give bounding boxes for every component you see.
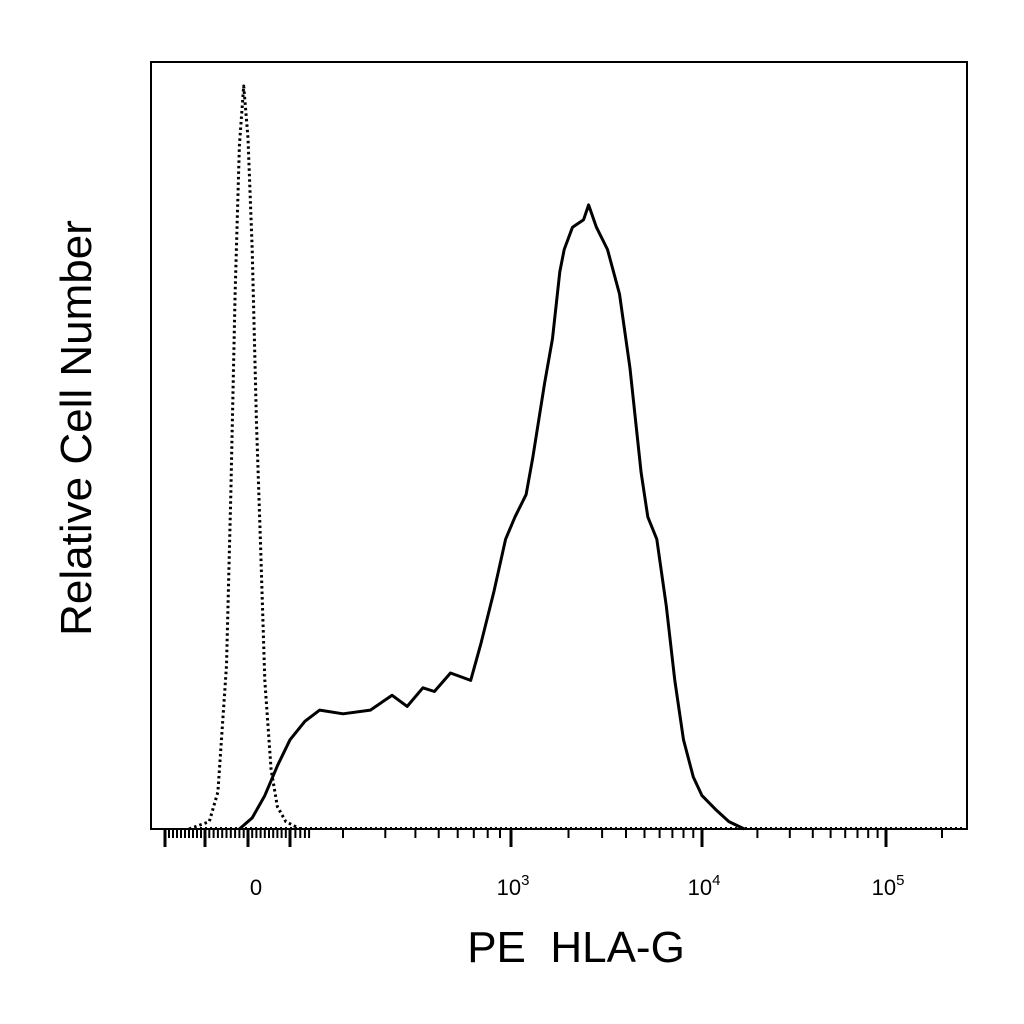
stained-sample-curve [238,203,746,831]
x-tick-label: 105 [872,872,905,900]
x-axis-label: PE HLA-G [467,923,685,972]
x-tick-label: 103 [497,872,530,900]
series-layer [188,84,965,831]
y-axis-label: Relative Cell Number [52,220,101,636]
isotype-control-curve [188,84,301,831]
x-axis-ticks [163,829,943,847]
x-axis-tick-labels: 0 103 104 105 [250,872,905,900]
x-tick-label: 104 [688,872,721,900]
plot-frame [150,61,968,830]
x-tick-label: 0 [250,875,262,900]
